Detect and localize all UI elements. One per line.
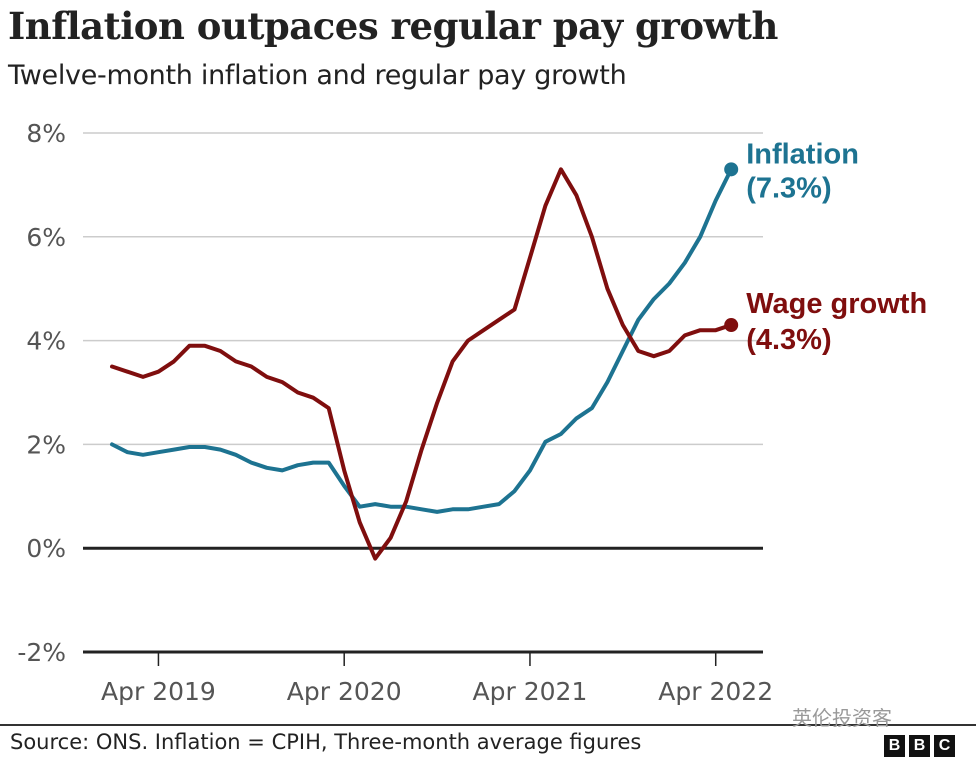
logo-letter-2: B xyxy=(909,735,930,757)
inflation-label: Inflation xyxy=(746,138,859,170)
wage-growth-line xyxy=(110,167,734,561)
wage-growth-label: Wage growth xyxy=(746,288,927,320)
y-tick-label: -2% xyxy=(17,638,66,667)
inflation-end-point xyxy=(724,162,739,177)
series-lines xyxy=(110,162,739,561)
x-tick-label: Apr 2021 xyxy=(473,677,588,706)
y-tick-label: 0% xyxy=(26,534,66,563)
logo-letter-3: C xyxy=(934,735,955,757)
y-axis-tick-labels: 8% 6% 4% 2% 0% -2% xyxy=(17,119,66,667)
y-tick-label: 2% xyxy=(26,430,66,459)
x-tick-label: Apr 2019 xyxy=(101,677,216,706)
source-note: Source: ONS. Inflation = CPIH, Three-mon… xyxy=(10,730,642,754)
footer-divider xyxy=(0,724,976,726)
x-tick-label: Apr 2020 xyxy=(287,677,402,706)
chart-subtitle: Twelve-month inflation and regular pay g… xyxy=(8,60,627,91)
inflation-value-label: (7.3%) xyxy=(746,172,831,204)
gridlines xyxy=(83,132,763,654)
series-end-labels: Inflation(7.3%) Wage growth (4.3%) xyxy=(746,138,927,356)
wage-growth-end-point xyxy=(724,318,739,333)
bbc-logo: B B C xyxy=(884,735,955,757)
line-chart: 8%6%4%2%0%-2% Apr 2019 Apr 2020 Apr 2021 Ap… xyxy=(17,119,927,706)
y-tick-label: 8% xyxy=(26,119,66,148)
y-tick-label: 4% xyxy=(26,327,66,356)
logo-letter-1: B xyxy=(884,735,905,757)
x-axis: Apr 2019 Apr 2020 Apr 2021 Apr 2022 xyxy=(101,652,773,706)
y-tick-label: 6% xyxy=(26,223,66,252)
watermark: 英伦投资客 xyxy=(792,706,892,730)
chart-title: Inflation outpaces regular pay growth xyxy=(8,4,778,48)
inflation-line xyxy=(110,167,734,514)
wage-growth-value-label: (4.3%) xyxy=(746,324,831,356)
x-tick-label: Apr 2022 xyxy=(658,677,773,706)
